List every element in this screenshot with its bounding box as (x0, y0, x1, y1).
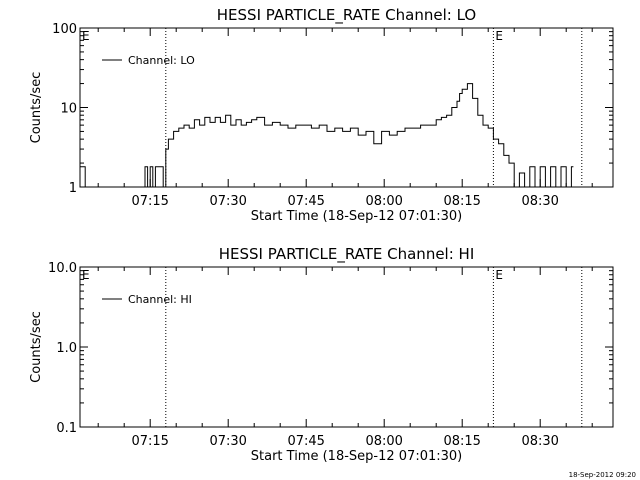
chart-title: HESSI PARTICLE_RATE Channel: LO (217, 6, 476, 25)
y-tick-label: 0.1 (56, 421, 77, 436)
chart-title: HESSI PARTICLE_RATE Channel: HI (219, 245, 475, 264)
y-tick-label: 1.0 (56, 341, 77, 356)
legend-entry: Channel: LO (128, 54, 195, 67)
y-tick-label: 10.0 (48, 261, 77, 276)
x-tick-label: 07:45 (287, 194, 324, 209)
x-tick-label: 08:15 (443, 194, 480, 209)
x-tick-label: 08:00 (365, 434, 402, 449)
plot-frame (79, 266, 614, 428)
x-tick-label: 07:45 (287, 434, 324, 449)
x-tick-label: 07:30 (209, 434, 246, 449)
y-tick-label: 100 (52, 22, 77, 37)
x-tick-label: 08:30 (521, 434, 558, 449)
y-tick-label: 10 (60, 102, 77, 117)
x-tick-label: 07:15 (131, 194, 168, 209)
x-tick-label: 07:15 (131, 434, 168, 449)
panel-lo: HESSI PARTICLE_RATE Channel: LO 1 10 100 07:… (29, 6, 614, 224)
series-line-channel-lo (80, 83, 574, 188)
x-axis-label: Start Time (18-Sep-12 07:01:30) (251, 449, 462, 464)
x-tick-label: 08:00 (365, 194, 402, 209)
plot-frame (79, 27, 614, 188)
x-axis-label: Start Time (18-Sep-12 07:01:30) (251, 209, 462, 224)
event-marker-label: E (495, 29, 503, 43)
y-axis-label: Counts/sec (29, 72, 44, 144)
footer-timestamp: 18-Sep-2012 09:20 (569, 471, 636, 479)
x-tick-label: 08:30 (521, 194, 558, 209)
event-marker-label: E (82, 268, 90, 282)
x-tick-label: 08:15 (443, 434, 480, 449)
panel-hi: HESSI PARTICLE_RATE Channel: HI 0.1 1.0 10.… (29, 245, 614, 464)
y-axis-label: Counts/sec (29, 311, 44, 383)
x-tick-label: 07:30 (209, 194, 246, 209)
event-marker-label: E (82, 29, 90, 43)
y-tick-label: 1 (69, 181, 77, 196)
event-marker-label: E (495, 268, 503, 282)
legend-entry: Channel: HI (128, 293, 192, 306)
